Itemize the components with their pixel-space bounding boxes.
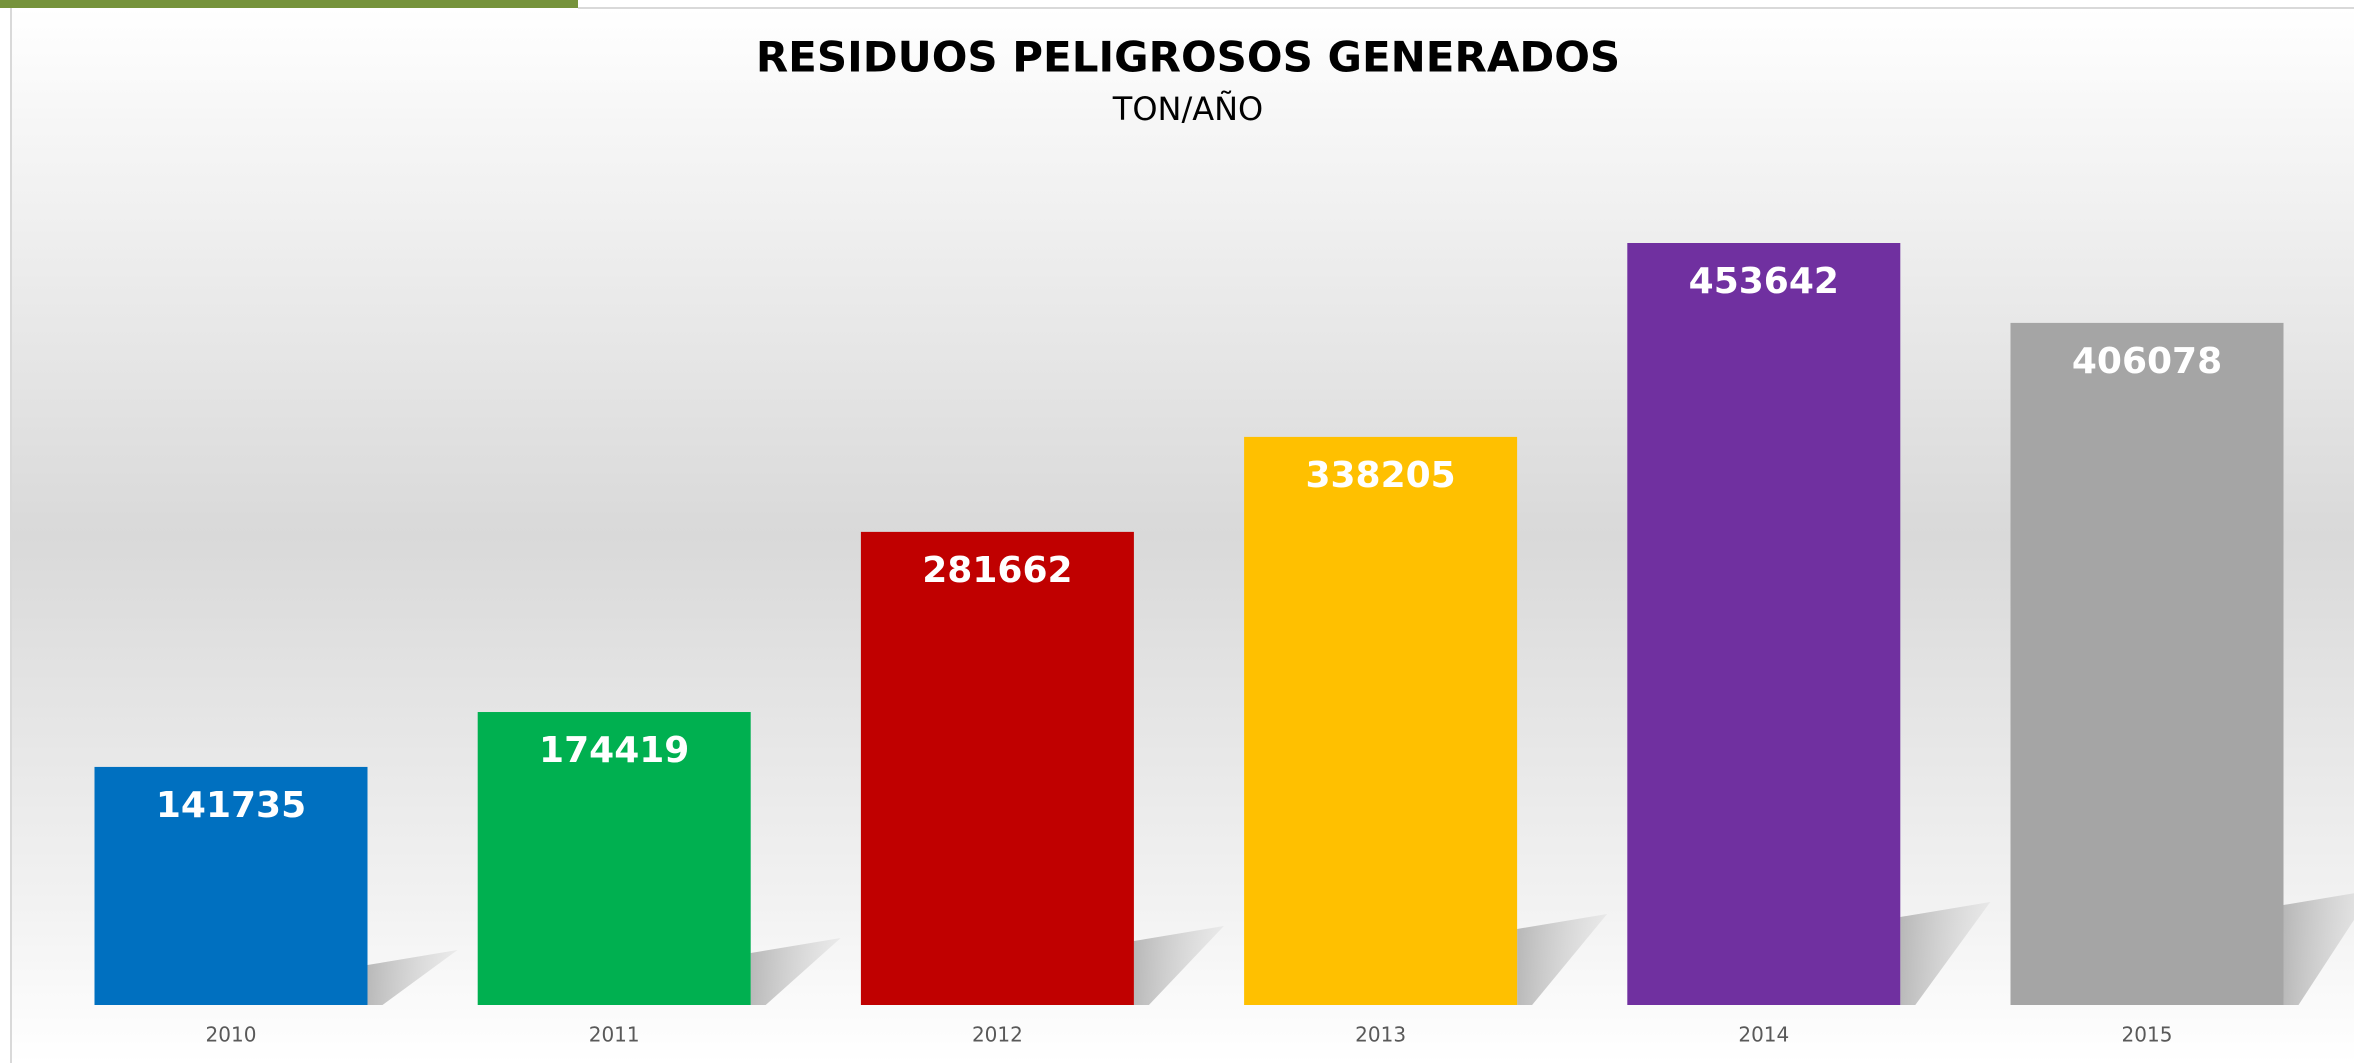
left-border <box>10 8 12 1063</box>
data-label: 281662 <box>922 550 1072 591</box>
data-label: 141735 <box>156 785 306 826</box>
x-tick-label: 2010 <box>206 1023 257 1047</box>
bar <box>860 531 1134 1005</box>
x-tick-label: 2011 <box>589 1023 640 1047</box>
bar-shadow <box>2283 893 2354 1005</box>
bar-shadow <box>1517 914 1608 1005</box>
bar <box>1244 436 1518 1005</box>
data-label: 174419 <box>539 730 689 771</box>
bar <box>1627 243 1901 1005</box>
x-tick-label: 2013 <box>1355 1023 1406 1047</box>
bar <box>2010 322 2284 1005</box>
bar <box>477 712 751 1005</box>
top-border <box>578 7 2354 9</box>
x-tick-label: 2014 <box>1738 1023 1789 1047</box>
top-accent <box>0 0 578 8</box>
bar-shadow <box>367 950 458 1005</box>
bar-shadow <box>750 938 841 1005</box>
bar-shadow <box>1133 926 1224 1005</box>
data-label: 406078 <box>2072 341 2222 382</box>
data-label: 338205 <box>1305 455 1455 496</box>
x-tick-label: 2012 <box>972 1023 1023 1047</box>
chart-subtitle: TON/AÑO <box>1112 90 1263 128</box>
bar <box>94 766 368 1005</box>
x-tick-label: 2015 <box>2122 1023 2173 1047</box>
chart-title: RESIDUOS PELIGROSOS GENERADOS <box>756 33 1620 82</box>
plot-background <box>12 8 2354 1063</box>
bar-shadow <box>1900 902 1991 1005</box>
data-label: 453642 <box>1689 261 1839 302</box>
